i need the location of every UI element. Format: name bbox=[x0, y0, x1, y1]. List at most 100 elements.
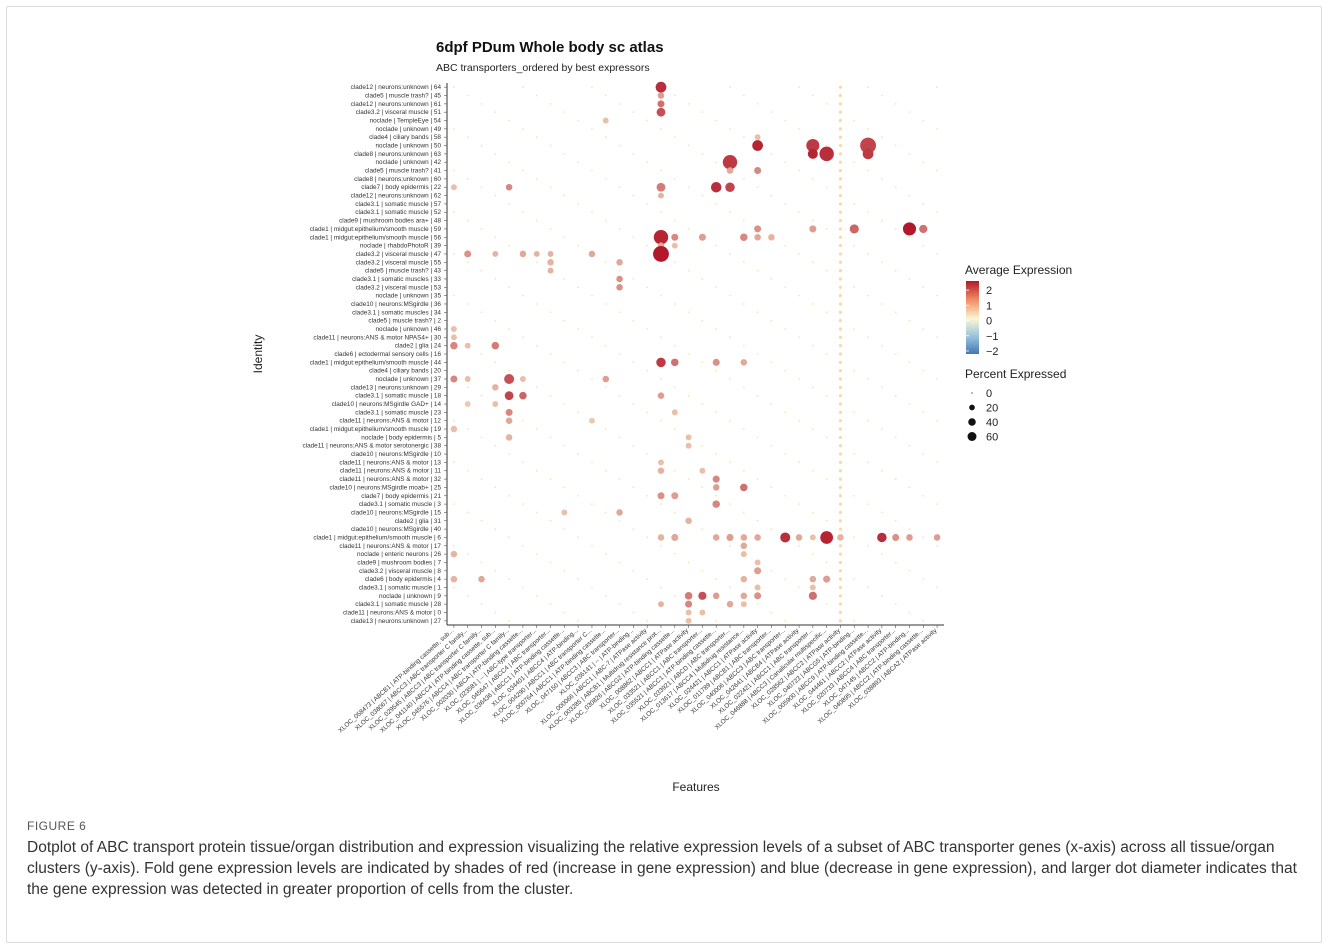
dot-background bbox=[522, 294, 524, 297]
dot-background bbox=[908, 361, 911, 364]
dot-background bbox=[494, 486, 497, 489]
dot-background bbox=[687, 478, 690, 480]
dot-background bbox=[480, 394, 483, 397]
dot-background bbox=[549, 311, 552, 314]
dot bbox=[504, 374, 515, 385]
y-tick-label: clade12 | neurons:unknown | 62 bbox=[351, 193, 442, 200]
y-tick-label: clade3.1 | somatic muscle | 18 bbox=[355, 393, 441, 400]
dot-background bbox=[853, 619, 856, 622]
dot-background bbox=[604, 511, 607, 514]
dot-background bbox=[838, 577, 843, 581]
dot-background bbox=[838, 502, 843, 506]
dot-background bbox=[867, 586, 869, 589]
dot-background bbox=[632, 111, 635, 114]
dot-background bbox=[591, 586, 593, 589]
dot bbox=[616, 275, 623, 283]
dot-background bbox=[838, 102, 843, 106]
dot bbox=[740, 551, 747, 558]
dot-background bbox=[563, 444, 566, 447]
dot bbox=[808, 591, 817, 600]
dot-background bbox=[549, 603, 552, 606]
dot-background bbox=[618, 561, 621, 564]
dot bbox=[685, 617, 692, 624]
dot bbox=[712, 484, 720, 491]
dot-background bbox=[894, 519, 897, 522]
dot-background bbox=[577, 119, 580, 122]
dot-background bbox=[563, 486, 566, 489]
dot-background bbox=[453, 253, 455, 255]
dot-background bbox=[880, 344, 883, 347]
dot-background bbox=[838, 260, 843, 264]
y-tick-label: clade13 | neurons:unknown | 29 bbox=[351, 384, 442, 391]
y-tick-label: noclade | TempleEye | 54 bbox=[370, 118, 442, 125]
y-tick-label: clade8 | neurons:unknown | 63 bbox=[354, 151, 441, 158]
dot-background bbox=[936, 86, 938, 89]
dot-background bbox=[729, 336, 731, 339]
dot-background bbox=[466, 177, 469, 180]
dot-background bbox=[798, 211, 800, 214]
dot-background bbox=[838, 227, 843, 231]
dot-background bbox=[838, 569, 843, 573]
dots bbox=[450, 81, 941, 624]
y-tick-label: clade3.1 | somatic muscle | 57 bbox=[355, 201, 441, 208]
dot-background bbox=[798, 544, 800, 547]
dot bbox=[860, 137, 876, 154]
dot bbox=[906, 534, 913, 541]
dot-background bbox=[908, 611, 911, 614]
dot-background bbox=[742, 428, 745, 430]
dot-background bbox=[453, 419, 455, 422]
dot bbox=[588, 417, 595, 424]
y-tick-label: clade1 | midgut:epithelium/smooth muscle… bbox=[310, 359, 442, 366]
dot-background bbox=[838, 344, 843, 348]
dot-background bbox=[936, 336, 938, 339]
dot bbox=[685, 600, 693, 608]
dot bbox=[671, 358, 679, 367]
dot-background bbox=[632, 152, 635, 155]
dot bbox=[464, 376, 471, 382]
dot-background bbox=[632, 403, 635, 405]
dot bbox=[655, 81, 667, 93]
dot-background bbox=[894, 478, 897, 480]
legend: Average Expression 2 1 0 −1 −2 Percent Expre… bbox=[965, 263, 1072, 444]
dot-background bbox=[838, 93, 843, 98]
dot-background bbox=[908, 486, 911, 489]
dot-background bbox=[466, 94, 469, 97]
dot-background bbox=[508, 203, 511, 205]
dot bbox=[519, 250, 527, 258]
dot bbox=[653, 246, 669, 262]
dot-background bbox=[838, 544, 843, 548]
dot-background bbox=[798, 336, 800, 339]
dot-background bbox=[577, 369, 580, 372]
dot-background bbox=[838, 135, 843, 139]
dot-background bbox=[867, 378, 869, 380]
dot-background bbox=[729, 419, 731, 422]
y-tick-label: noclade | unknown | 42 bbox=[376, 159, 442, 166]
y-tick-label: clade10 | neurons:MSgirdle | 36 bbox=[351, 301, 441, 308]
dot-background bbox=[922, 244, 925, 247]
dot-background bbox=[508, 328, 511, 330]
dot-background bbox=[742, 511, 745, 514]
dot-background bbox=[563, 278, 566, 280]
dot-background bbox=[480, 269, 483, 272]
dot-background bbox=[811, 344, 814, 347]
dot bbox=[547, 259, 554, 266]
dot-background bbox=[838, 477, 843, 481]
dot bbox=[505, 417, 513, 424]
y-tick-label: clade13 | neurons:unknown | 27 bbox=[351, 618, 442, 625]
dot-background bbox=[604, 177, 607, 180]
dot-background bbox=[494, 194, 497, 197]
dot-background bbox=[798, 169, 800, 172]
dot-background bbox=[853, 161, 856, 164]
dot-background bbox=[770, 319, 773, 322]
y-tick-label: clade3.2 | visceral muscle | 47 bbox=[356, 251, 442, 258]
dot-background bbox=[673, 219, 676, 222]
dot-background bbox=[673, 344, 676, 347]
dot-background bbox=[853, 203, 856, 205]
dot-background bbox=[770, 486, 773, 489]
color-legend-label: 0 bbox=[986, 316, 992, 328]
dot bbox=[464, 250, 472, 258]
dot bbox=[450, 184, 457, 191]
dot-background bbox=[494, 528, 497, 531]
dot bbox=[806, 138, 820, 153]
y-tick-label: clade11 | neurons:ANS & motor NPAS4+ | 3… bbox=[313, 334, 441, 341]
